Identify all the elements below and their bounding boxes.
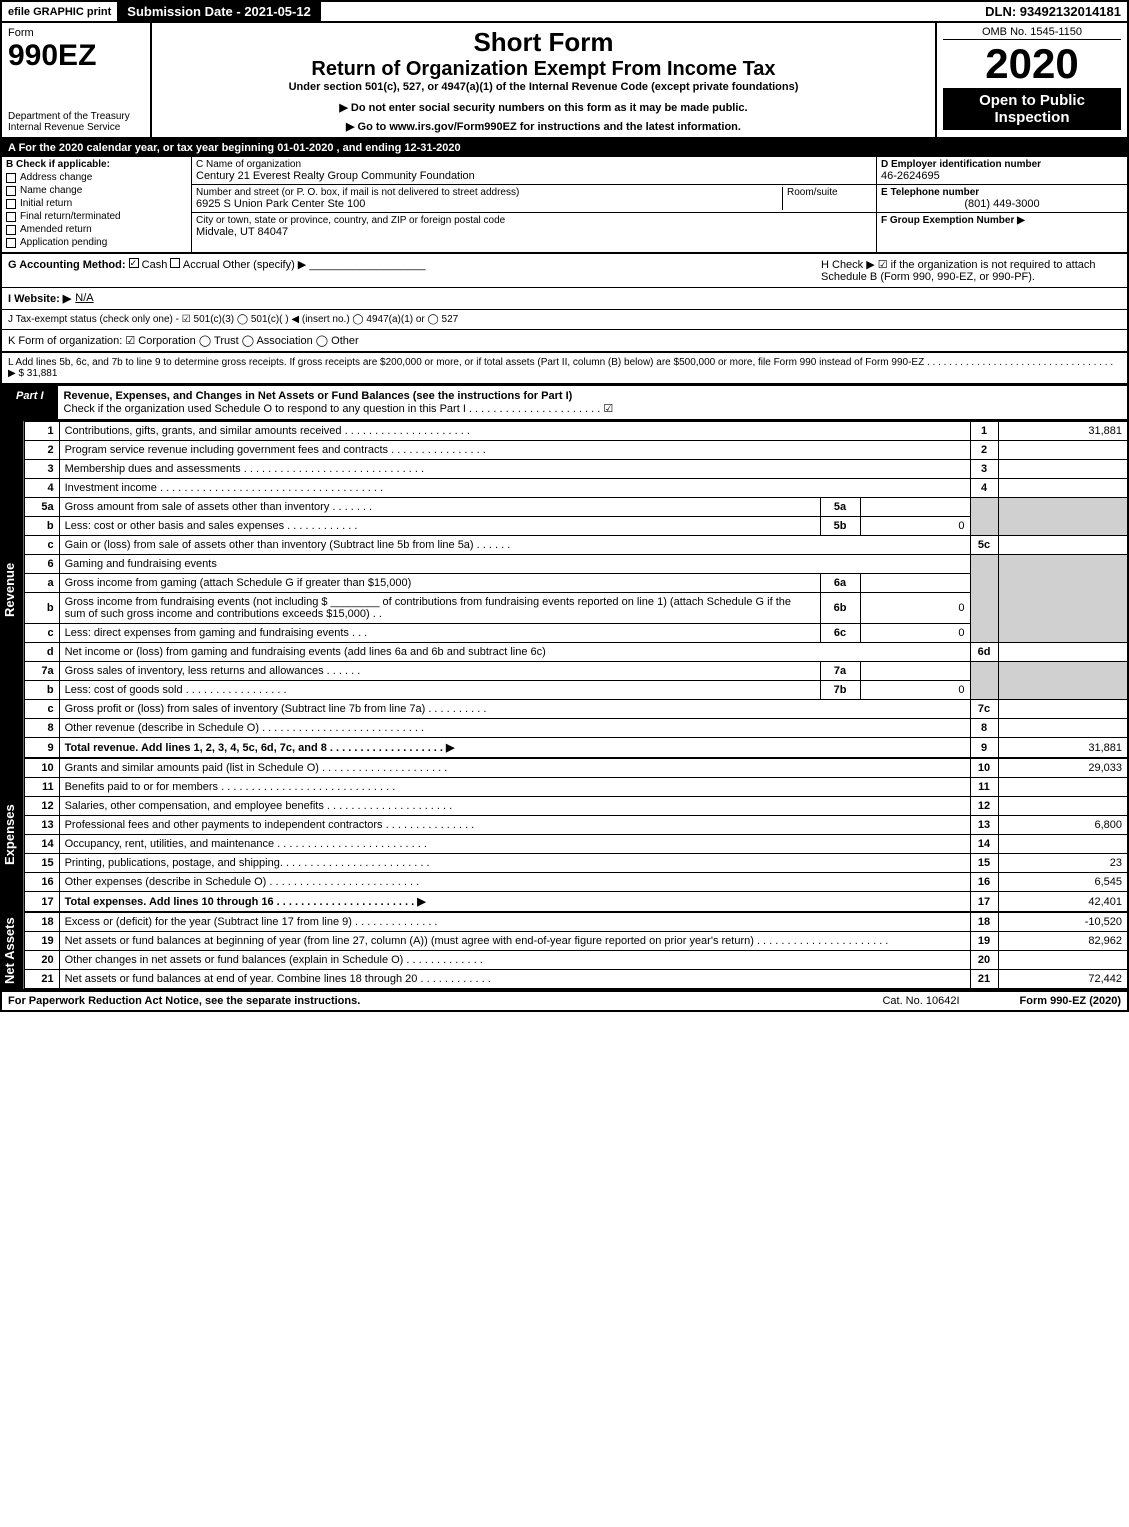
cb-amended[interactable]: [6, 225, 16, 235]
opt-app-pending: Application pending: [20, 237, 107, 248]
revenue-table: 1Contributions, gifts, grants, and simil…: [24, 421, 1129, 758]
cb-accrual[interactable]: [170, 258, 180, 268]
dln: DLN: 93492132014181: [979, 2, 1127, 21]
return-title: Return of Organization Exempt From Incom…: [160, 58, 927, 81]
line-j: J Tax-exempt status (check only one) - ☑…: [0, 310, 1129, 330]
form-label: Form: [8, 27, 144, 39]
netassets-table: 18Excess or (deficit) for the year (Subt…: [24, 912, 1129, 989]
line-h: H Check ▶ ☑ if the organization is not r…: [821, 258, 1121, 283]
submission-date: Submission Date - 2021-05-12: [117, 2, 321, 21]
line-l: L Add lines 5b, 6c, and 7b to line 9 to …: [0, 353, 1129, 385]
city: Midvale, UT 84047: [196, 226, 872, 238]
short-form-title: Short Form: [160, 27, 927, 58]
opt-other: Other (specify) ▶: [223, 259, 307, 271]
form-header: Form 990EZ Department of the Treasury In…: [0, 23, 1129, 139]
footer-left: For Paperwork Reduction Act Notice, see …: [8, 995, 360, 1007]
cb-cash[interactable]: [129, 258, 139, 268]
opt-cash: Cash: [142, 259, 168, 271]
line-i-label: I Website: ▶: [8, 292, 71, 305]
efile-label[interactable]: efile GRAPHIC print: [8, 6, 111, 18]
expenses-side-label: Expenses: [2, 758, 24, 912]
telephone: (801) 449-3000: [881, 198, 1123, 210]
org-name: Century 21 Everest Realty Group Communit…: [196, 170, 872, 182]
cb-initial-return[interactable]: [6, 199, 16, 209]
city-label: City or town, state or province, country…: [196, 215, 872, 226]
opt-final-return: Final return/terminated: [20, 211, 121, 222]
street: 6925 S Union Park Center Ste 100: [196, 198, 782, 210]
cb-final-return[interactable]: [6, 212, 16, 222]
part1-tab: Part I: [2, 386, 58, 419]
cb-name-change[interactable]: [6, 186, 16, 196]
entity-block: B Check if applicable: Address change Na…: [0, 157, 1129, 254]
cb-address-change[interactable]: [6, 173, 16, 183]
open-to-public: Open to Public Inspection: [943, 88, 1121, 130]
part1-check: Check if the organization used Schedule …: [64, 403, 614, 415]
line-g-label: G Accounting Method:: [8, 259, 126, 271]
footer-right: Form 990-EZ (2020): [1020, 995, 1121, 1007]
footer-mid: Cat. No. 10642I: [882, 995, 959, 1007]
ein: 46-2624695: [881, 170, 1123, 182]
omb-number: OMB No. 1545-1150: [943, 25, 1121, 40]
line-a: A For the 2020 calendar year, or tax yea…: [0, 139, 1129, 157]
opt-initial-return: Initial return: [20, 198, 72, 209]
tax-year: 2020: [943, 40, 1121, 88]
ein-label: D Employer identification number: [881, 159, 1123, 170]
irs-label: Internal Revenue Service: [8, 122, 144, 133]
street-label: Number and street (or P. O. box, if mail…: [196, 187, 782, 198]
under-section: Under section 501(c), 527, or 4947(a)(1)…: [160, 81, 927, 93]
name-label: C Name of organization: [196, 159, 872, 170]
cb-app-pending[interactable]: [6, 238, 16, 248]
opt-accrual: Accrual: [183, 259, 220, 271]
netassets-side-label: Net Assets: [2, 912, 24, 989]
goto-link[interactable]: ▶ Go to www.irs.gov/Form990EZ for instru…: [160, 120, 927, 133]
expenses-table: 10Grants and similar amounts paid (list …: [24, 758, 1129, 912]
part1-header: Part I Revenue, Expenses, and Changes in…: [0, 385, 1129, 421]
topbar: efile GRAPHIC print Submission Date - 20…: [0, 0, 1129, 23]
part1-title: Revenue, Expenses, and Changes in Net As…: [64, 390, 573, 402]
revenue-side-label: Revenue: [2, 421, 24, 758]
ssn-warning: ▶ Do not enter social security numbers o…: [160, 101, 927, 114]
form-number: 990EZ: [8, 39, 144, 73]
room-label: Room/suite: [787, 187, 872, 198]
opt-name-change: Name change: [20, 185, 82, 196]
website: N/A: [75, 292, 475, 305]
box-b-label: B Check if applicable:: [6, 159, 187, 170]
group-exemption-label: F Group Exemption Number ▶: [881, 215, 1123, 226]
dept-label: Department of the Treasury: [8, 111, 144, 122]
footer: For Paperwork Reduction Act Notice, see …: [0, 991, 1129, 1012]
opt-amended: Amended return: [20, 224, 92, 235]
line-k: K Form of organization: ☑ Corporation ◯ …: [0, 330, 1129, 353]
tel-label: E Telephone number: [881, 187, 1123, 198]
opt-address-change: Address change: [20, 172, 92, 183]
